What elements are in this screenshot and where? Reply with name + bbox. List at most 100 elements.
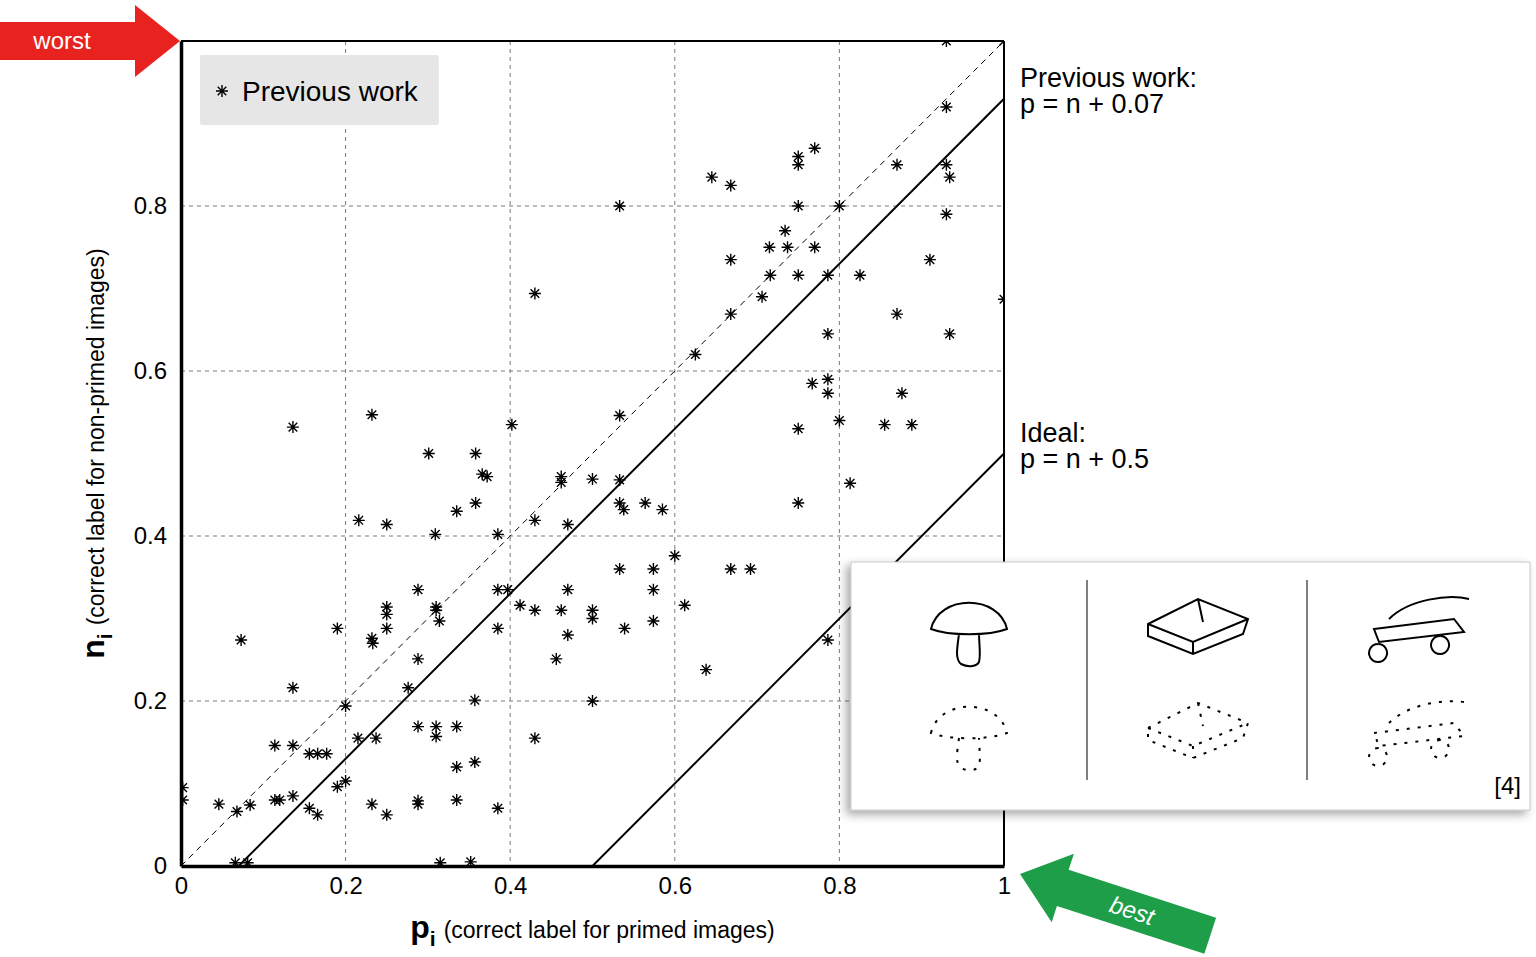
point: [451, 761, 463, 773]
x-axis-title: pi(correct label for primed images): [410, 909, 774, 950]
y-axis-line: [180, 42, 184, 867]
point: [412, 721, 424, 733]
axis-title-subscript: i: [93, 633, 116, 639]
inset-sketch: [1369, 597, 1469, 662]
x-tick: 0.6: [659, 866, 692, 899]
point: [492, 528, 504, 540]
x-tick: 1: [998, 866, 1011, 899]
grid-line-x: [839, 41, 840, 866]
y-tick: 0.2: [134, 687, 181, 714]
point: [822, 328, 834, 340]
point: [924, 254, 936, 266]
point: [235, 634, 247, 646]
point: [381, 518, 393, 530]
point: [618, 504, 630, 516]
point: [213, 798, 225, 810]
reference-line-equation: p = n + 0.07: [1020, 89, 1164, 119]
point: [700, 664, 712, 676]
point: [381, 608, 393, 620]
y-axis-title: ni(correct label for non-primed images): [75, 248, 116, 658]
point: [669, 550, 681, 562]
point: [587, 473, 599, 485]
axis-title-symbol: p: [410, 909, 430, 945]
x-tick-label: 0.6: [659, 872, 692, 899]
y-tick: 0.4: [134, 522, 181, 549]
point: [833, 200, 845, 212]
point: [451, 721, 463, 733]
point: [756, 291, 768, 303]
point: [367, 637, 379, 649]
point: [809, 241, 821, 253]
point: [430, 604, 442, 616]
inset-citation: [4]: [1494, 772, 1521, 799]
frame-top: [181, 40, 1004, 42]
point: [506, 419, 518, 431]
point: [679, 599, 691, 611]
x-tick: 0.8: [823, 866, 856, 899]
point: [529, 514, 541, 526]
point: [555, 476, 567, 488]
axis-title-subscript: i: [430, 927, 436, 950]
point: [274, 794, 286, 806]
point: [891, 159, 903, 171]
x-tick-label: 1: [998, 872, 1011, 899]
point: [809, 142, 821, 154]
point: [562, 518, 574, 530]
point: [469, 694, 481, 706]
annotation-text: best: [1107, 891, 1160, 931]
point: [381, 809, 393, 821]
point: [423, 448, 435, 460]
grid-line-x: [181, 41, 182, 866]
point: [944, 171, 956, 183]
point: [944, 328, 956, 340]
point: [940, 208, 952, 220]
x-tick-label: 0.8: [823, 872, 856, 899]
point: [833, 415, 845, 427]
point: [656, 504, 668, 516]
point: [782, 241, 794, 253]
point: [340, 775, 352, 787]
grid-line-x: [674, 41, 675, 866]
point: [366, 798, 378, 810]
point: [321, 748, 333, 760]
point: [287, 421, 299, 433]
point: [725, 179, 737, 191]
point: [470, 497, 482, 509]
y-tick-label: 0: [154, 852, 167, 879]
point: [529, 287, 541, 299]
x-tick: 0: [175, 866, 188, 899]
point: [906, 419, 918, 431]
point: [381, 622, 393, 634]
inset-sketch-fragment: [931, 707, 1007, 770]
point: [287, 682, 299, 694]
point: [550, 653, 562, 665]
point: [412, 584, 424, 596]
point: [451, 505, 463, 517]
point: [639, 497, 651, 509]
point: [331, 622, 343, 634]
y-tick-label: 0.4: [134, 522, 167, 549]
point: [352, 732, 364, 744]
point: [854, 269, 866, 281]
inset: [4]: [851, 562, 1530, 810]
point: [287, 790, 299, 802]
point: [844, 477, 856, 489]
point: [822, 634, 834, 646]
arrow-shape: [0, 5, 180, 77]
point: [792, 423, 804, 435]
x-tick: 0.2: [329, 866, 362, 899]
y-tick-label: 0.6: [134, 357, 167, 384]
point: [562, 629, 574, 641]
point: [587, 613, 599, 625]
point: [492, 584, 504, 596]
chart-svg: 00.20.40.60.8100.20.40.60.8Previous work…: [0, 0, 1536, 957]
y-tick: 0.6: [134, 357, 181, 384]
point: [353, 514, 365, 526]
point: [370, 732, 382, 744]
point: [763, 241, 775, 253]
point: [469, 756, 481, 768]
point: [614, 474, 626, 486]
point: [366, 409, 378, 421]
point: [434, 857, 446, 866]
grid-line-y: [181, 206, 1004, 207]
